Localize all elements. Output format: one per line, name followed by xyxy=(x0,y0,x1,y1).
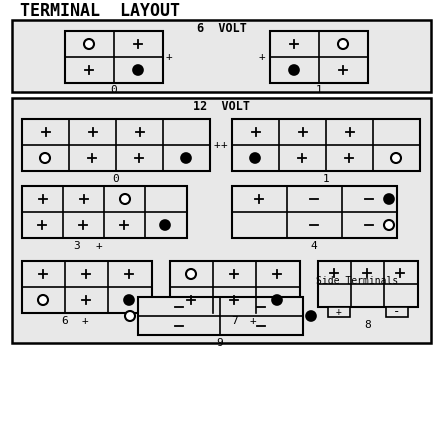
Text: 0: 0 xyxy=(111,85,117,95)
Circle shape xyxy=(338,39,348,49)
Bar xyxy=(170,261,300,313)
Circle shape xyxy=(125,311,135,321)
Text: +: + xyxy=(166,52,172,62)
Text: +: + xyxy=(249,316,256,326)
Text: +: + xyxy=(259,52,265,62)
Text: 9: 9 xyxy=(217,338,223,348)
Circle shape xyxy=(120,194,130,204)
Text: 0: 0 xyxy=(113,174,119,184)
Text: 6: 6 xyxy=(62,316,68,326)
Bar xyxy=(270,31,368,83)
Circle shape xyxy=(384,220,394,230)
Bar xyxy=(12,98,431,343)
Text: +: + xyxy=(221,140,227,150)
Bar xyxy=(22,119,210,171)
Text: 4: 4 xyxy=(311,241,317,251)
Bar xyxy=(12,20,431,92)
Circle shape xyxy=(160,220,170,230)
Circle shape xyxy=(133,65,143,75)
Bar xyxy=(232,119,420,171)
Text: 1: 1 xyxy=(315,85,323,95)
Circle shape xyxy=(124,295,134,305)
Bar xyxy=(138,297,303,335)
Circle shape xyxy=(38,295,48,305)
Circle shape xyxy=(384,194,394,204)
Text: Side Terminals: Side Terminals xyxy=(316,276,398,286)
Text: 3: 3 xyxy=(74,241,80,251)
Circle shape xyxy=(272,295,282,305)
Text: 6  VOLT: 6 VOLT xyxy=(197,22,246,35)
Circle shape xyxy=(289,65,299,75)
Text: 12  VOLT: 12 VOLT xyxy=(193,100,250,113)
Circle shape xyxy=(186,269,196,279)
Bar xyxy=(22,261,152,313)
Text: 7: 7 xyxy=(232,316,238,326)
Bar xyxy=(318,261,418,307)
Bar xyxy=(65,31,163,83)
Text: 1: 1 xyxy=(323,174,330,184)
Text: -: - xyxy=(393,306,401,319)
Text: +: + xyxy=(214,140,220,150)
Text: +: + xyxy=(82,316,88,326)
Bar xyxy=(232,186,397,238)
Bar xyxy=(22,186,187,238)
Circle shape xyxy=(391,153,401,163)
Text: TERMINAL  LAYOUT: TERMINAL LAYOUT xyxy=(20,2,180,20)
Circle shape xyxy=(40,153,50,163)
Text: 8: 8 xyxy=(365,320,371,330)
Circle shape xyxy=(181,153,191,163)
Bar xyxy=(386,307,408,317)
Bar xyxy=(328,307,350,317)
Text: +: + xyxy=(336,307,342,317)
Circle shape xyxy=(250,153,260,163)
Circle shape xyxy=(306,311,316,321)
Circle shape xyxy=(84,39,94,49)
Text: +: + xyxy=(96,241,102,251)
